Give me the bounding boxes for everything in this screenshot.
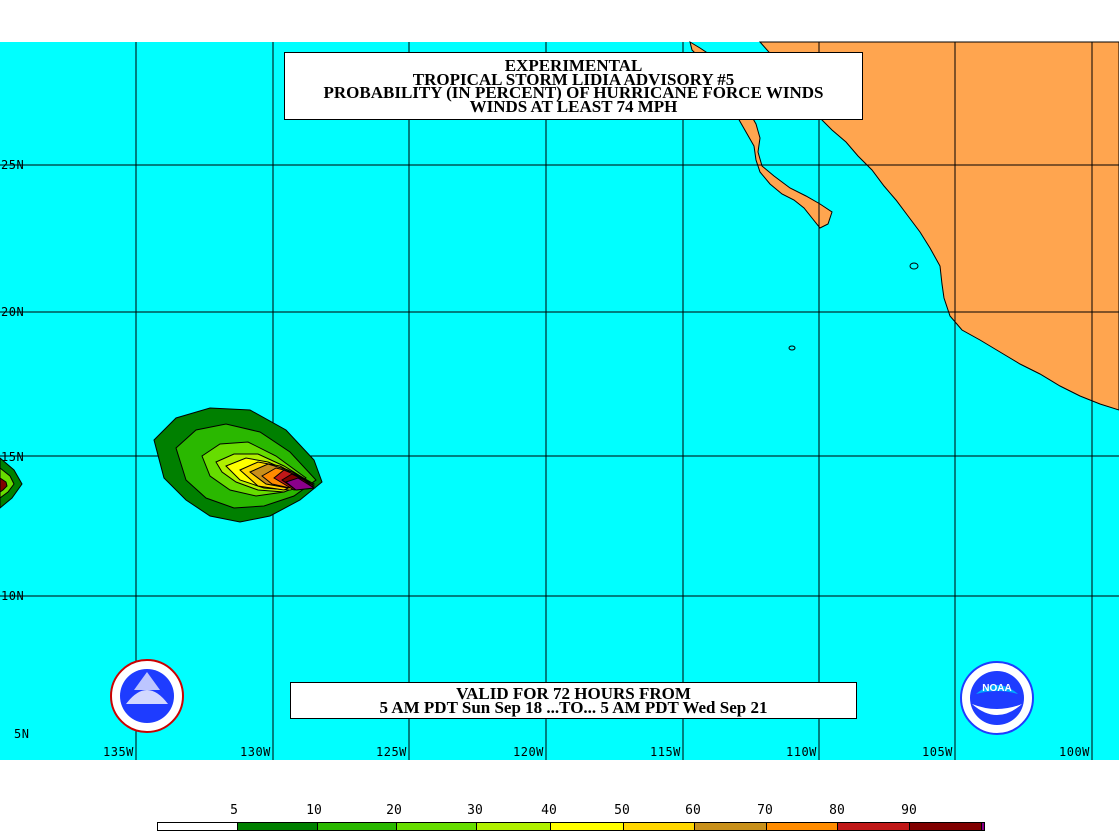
lat-label-10n: 10N [1, 589, 25, 603]
legend-swatch [694, 823, 767, 830]
island-revillagigedo [788, 345, 796, 351]
legend-swatch [838, 823, 911, 830]
legend-swatch [551, 823, 624, 830]
title-line-2: TROPICAL STORM LIDIA ADVISORY #5 [412, 69, 735, 89]
nws-logo [110, 659, 184, 733]
valid-period-box: VALID FOR 72 HOURS FROM 5 AM PDT Sun Sep… [290, 682, 857, 719]
legend-swatch [158, 823, 238, 830]
legend-label-30: 30 [467, 803, 483, 818]
contour-edge-core [0, 477, 8, 493]
legend-label-60: 60 [685, 803, 701, 818]
lon-label-120w: 120W [513, 745, 544, 759]
legend-label-90: 90 [901, 803, 917, 818]
lat-label-25n: 25N [1, 158, 25, 172]
lon-label-105w: 105W [922, 745, 953, 759]
legend-swatch [766, 823, 839, 830]
lat-label-5n: 5N [14, 727, 30, 741]
valid-line-1: VALID FOR 72 HOURS FROM [456, 684, 691, 703]
legend-label-10: 10 [306, 803, 322, 818]
title-line-1: EXPERIMENTAL [504, 56, 643, 75]
lon-label-115w: 115W [650, 745, 681, 759]
lat-label-15n: 15N [1, 450, 25, 464]
lon-label-135w: 135W [103, 745, 134, 759]
legend-label-40: 40 [541, 803, 557, 818]
legend-label-80: 80 [829, 803, 845, 818]
legend-label-50: 50 [614, 803, 630, 818]
noaa-logo: NOAA [960, 661, 1034, 735]
title-line-3: PROBABILITY (IN PERCENT) OF HURRICANE FO… [323, 83, 824, 102]
legend-swatch [397, 823, 478, 830]
svg-text:NOAA: NOAA [982, 683, 1011, 694]
lon-label-130w: 130W [240, 745, 271, 759]
valid-line-2: 5 AM PDT Sun Sep 18 ...TO... 5 AM PDT We… [379, 697, 768, 717]
legend-swatch [982, 823, 985, 830]
lon-label-125w: 125W [376, 745, 407, 759]
contour-edge-inner [0, 467, 15, 499]
legend-swatch [623, 823, 695, 830]
lat-label-20n: 20N [1, 305, 25, 319]
legend-swatch [477, 823, 552, 830]
title-line-4: WINDS AT LEAST 74 MPH [469, 96, 678, 116]
legend-swatch [237, 823, 318, 830]
land-mainland [758, 41, 1119, 411]
title-box: EXPERIMENTAL TROPICAL STORM LIDIA ADVISO… [284, 52, 863, 120]
legend-label-5: 5 [230, 803, 238, 818]
lon-label-100w: 100W [1059, 745, 1090, 759]
probability-contours [0, 407, 323, 523]
graticule [0, 42, 1119, 760]
legend-color-bar [157, 822, 985, 831]
legend-label-20: 20 [386, 803, 402, 818]
legend-label-70: 70 [757, 803, 773, 818]
contour-max [284, 477, 316, 491]
island-tres-marias [909, 262, 919, 270]
legend-swatch [317, 823, 398, 830]
legend-swatch [910, 823, 983, 830]
lon-label-110w: 110W [786, 745, 817, 759]
